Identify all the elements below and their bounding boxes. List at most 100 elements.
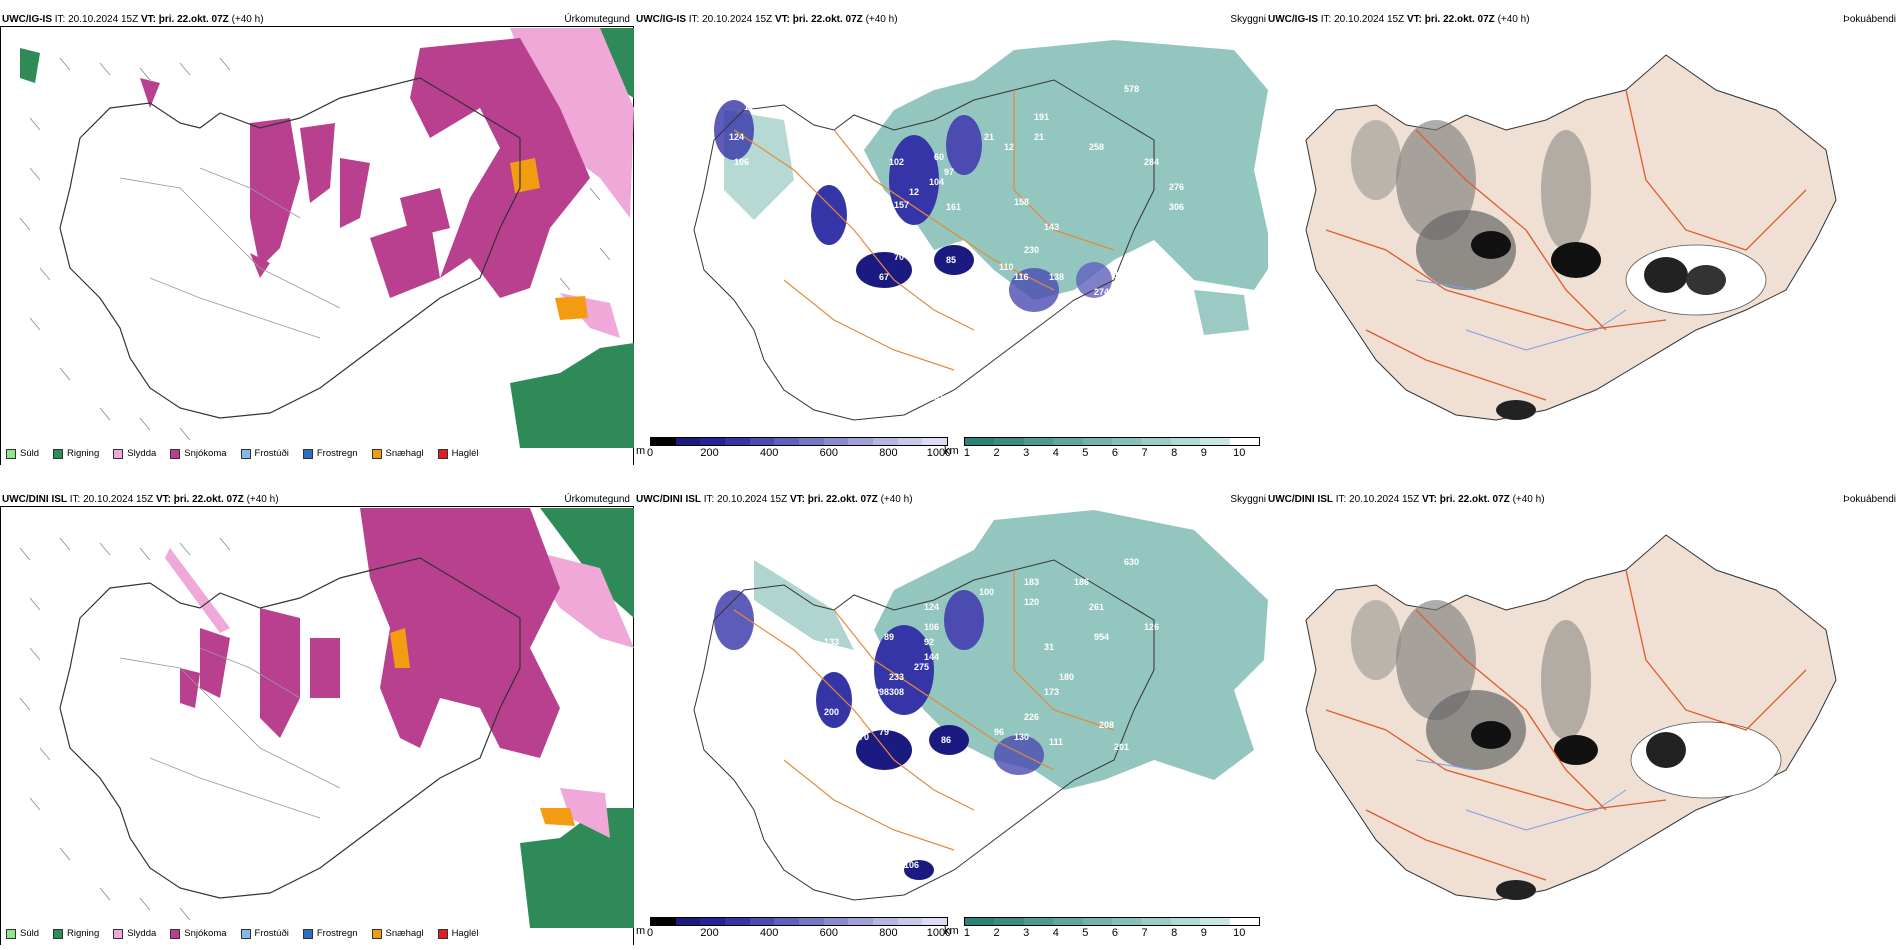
colorbar-tick: 6	[1111, 927, 1119, 939]
colorbar-tick: 800	[879, 927, 898, 939]
colorbar-tick: 9	[1200, 927, 1207, 939]
cloud-label: 11	[759, 107, 769, 117]
cloud-label: 103	[844, 652, 859, 662]
colorbar-tick: 3	[1023, 927, 1030, 939]
panel-title: Skyggni	[1230, 14, 1266, 25]
height-colorbar: m 0 200 400 600 800 1000	[636, 917, 951, 939]
cloud-label: 173	[1044, 687, 1059, 697]
legend-item: Frostregn	[302, 928, 358, 939]
distance-colorbar: km 1 2 3 4 5 6 7 8 9 10	[944, 917, 1260, 939]
colorbar-swatches	[650, 437, 948, 446]
colorbar-tick: 8	[1171, 927, 1178, 939]
legend-item: Súld	[6, 448, 39, 459]
legend-item: Slydda	[113, 928, 156, 939]
cloud-label: 131	[929, 392, 944, 402]
cloud-label: 95	[884, 712, 894, 722]
colorbar-tick: 200	[700, 447, 719, 459]
cloud-label: 11	[744, 102, 754, 112]
precip-panel-bottom: UWC/DINI ISL IT: 20.10.2024 15Z VT: þri.…	[0, 490, 634, 945]
precip-legend: Súld Rigning Slydda Snjókoma Frostúði Fr…	[6, 448, 479, 459]
cloud-label: 144	[924, 652, 939, 662]
cloud-panel-top: UWC/IG-IS IT: 20.10.2024 15Z VT: þri. 22…	[634, 10, 1268, 465]
cloud-label: 276	[1169, 182, 1184, 192]
precip-panel-top: UWC/IG-IS IT: 20.10.2024 15Z VT: þri. 22…	[0, 10, 634, 465]
cloud-label: 124	[924, 602, 939, 612]
cloud-label: 161	[946, 202, 961, 212]
cloud-panel-bottom: UWC/DINI ISL IT: 20.10.2024 15Z VT: þri.…	[634, 490, 1268, 945]
cloud-label: 126	[1144, 622, 1159, 632]
cloud-label: 104	[929, 177, 944, 187]
cloud-label: 85	[946, 255, 956, 265]
panel-header: UWC/DINI ISL IT: 20.10.2024 15Z VT: þri.…	[636, 494, 913, 505]
cloud-label: 176	[1114, 270, 1129, 280]
panel-title: Þokuábendi	[1843, 494, 1896, 505]
fog-panel-top: UWC/IG-IS IT: 20.10.2024 15Z VT: þri. 22…	[1266, 10, 1900, 465]
colorbar-swatches	[964, 917, 1260, 926]
cloud-label: 97	[944, 167, 954, 177]
cloud-label: 133	[824, 637, 839, 647]
panel-title: Úrkomutegund	[564, 494, 630, 505]
precip-map	[19, 28, 634, 448]
colorbar-tick: 4	[1052, 927, 1059, 939]
colorbar-tick: 1	[963, 447, 971, 459]
cloud-label: 954	[1094, 632, 1109, 642]
cloud-label: 113	[924, 282, 939, 292]
fog-map	[1305, 534, 1837, 901]
cloud-label: 110	[924, 750, 939, 760]
panel-header: UWC/IG-IS IT: 20.10.2024 15Z VT: þri. 22…	[2, 14, 264, 25]
colorbar-tick: 9	[1200, 447, 1207, 459]
cloud-label: 111	[1049, 737, 1063, 747]
legend-item: Rigning	[53, 928, 99, 939]
colorbar-tick: 400	[760, 447, 779, 459]
colorbar-tick: 1	[963, 927, 971, 939]
cloud-label: 201	[1114, 742, 1129, 752]
legend-item: Haglél	[437, 448, 479, 459]
colorbar-tick: 800	[879, 447, 898, 459]
panel-title: Skyggni	[1230, 494, 1266, 505]
cloud-label: 208	[1099, 720, 1114, 730]
panel-title: Þokuábendi	[1843, 14, 1896, 25]
cloud-label: 169	[874, 197, 889, 207]
colorbar-tick: 7	[1141, 447, 1148, 459]
distance-colorbar: km 1 2 3 4 5 6 7 8 9 10	[944, 437, 1260, 459]
cloud-label: 130	[1014, 732, 1029, 742]
cloud-label: 578	[1124, 84, 1139, 94]
cloud-label: 79	[879, 727, 889, 737]
cloud-label: 75	[854, 287, 864, 297]
colorbar-tick: 4	[1052, 447, 1059, 459]
cloud-label: 106	[734, 157, 749, 167]
precip-map	[19, 508, 634, 928]
legend-item: Frostregn	[302, 448, 358, 459]
legend-item: Snjókoma	[170, 448, 227, 459]
cloud-label: 67	[879, 272, 889, 282]
cloud-label: 70	[859, 732, 869, 742]
cloud-label: 230	[1024, 245, 1039, 255]
fog-map	[1305, 54, 1837, 421]
cloud-label: 264	[874, 217, 889, 227]
legend-item: Súld	[6, 928, 39, 939]
colorbar-tick: 7	[1141, 927, 1148, 939]
cloud-label: 138	[1049, 272, 1064, 282]
cloud-label: 70	[894, 252, 904, 262]
cloud-label: 55	[914, 394, 924, 404]
cloud-label: 21	[1034, 132, 1044, 142]
cloud-label: 120	[1024, 597, 1039, 607]
cloud-label: 630	[1124, 557, 1139, 567]
legend-item: Frostúði	[240, 448, 289, 459]
colorbar-tick: 5	[1082, 927, 1089, 939]
colorbar-tick: 1000	[926, 447, 952, 459]
cloud-label: 233	[889, 672, 904, 682]
colorbar-swatches	[650, 917, 948, 926]
cloud-label: 102	[889, 157, 904, 167]
legend-item: Snæhagl	[371, 928, 424, 939]
cloud-label: 226	[1024, 712, 1039, 722]
cloud-label: 21	[984, 132, 994, 142]
panel-header: UWC/IG-IS IT: 20.10.2024 15Z VT: þri. 22…	[636, 14, 898, 25]
cloud-map: 578 191 21 12 21 258 284 276 306 11 11 1…	[693, 40, 1268, 421]
cloud-label: 284	[1144, 157, 1159, 167]
map-frame	[0, 506, 634, 945]
colorbar-tick: 600	[819, 447, 838, 459]
cloud-label: 86	[941, 735, 951, 745]
cloud-label: 298	[874, 687, 889, 697]
cloud-label: 106	[924, 622, 939, 632]
